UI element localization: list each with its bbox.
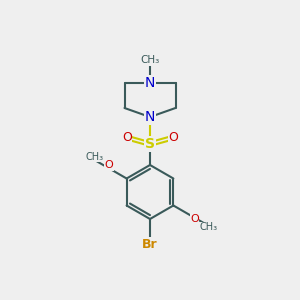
- Text: CH₃: CH₃: [85, 152, 103, 162]
- Text: O: O: [105, 160, 113, 170]
- Text: N: N: [145, 110, 155, 124]
- Text: O: O: [122, 130, 132, 144]
- Text: N: N: [145, 76, 155, 89]
- Text: O: O: [190, 214, 199, 224]
- Text: O: O: [168, 130, 178, 144]
- Text: S: S: [145, 137, 155, 151]
- Text: CH₃: CH₃: [200, 222, 218, 232]
- Text: CH₃: CH₃: [140, 55, 160, 65]
- Text: Br: Br: [142, 238, 158, 251]
